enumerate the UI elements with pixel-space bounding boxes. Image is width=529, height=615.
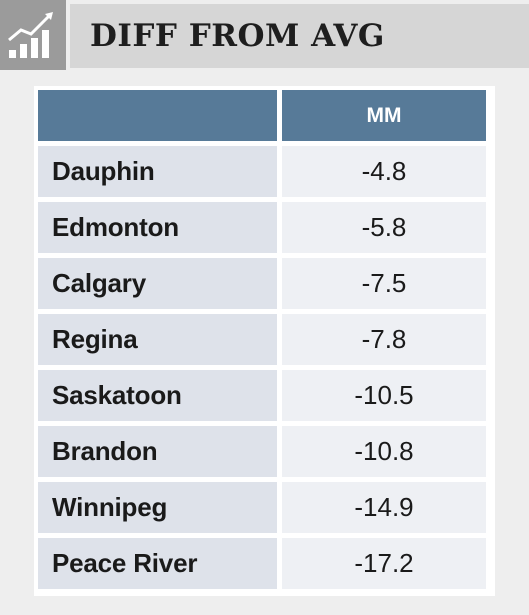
table-grid: MM Dauphin -4.8 Edmonton -5.8 Calgary -7.5 Reg… — [38, 90, 486, 589]
value-cell: -14.9 — [282, 482, 486, 533]
city-cell: Calgary — [38, 258, 277, 309]
icon-box — [0, 0, 66, 70]
bar-chart-trend-icon — [8, 12, 53, 58]
header: DIFF FROM AVG — [0, 0, 529, 70]
city-cell: Winnipeg — [38, 482, 277, 533]
value-cell: -7.8 — [282, 314, 486, 365]
value-cell: -7.5 — [282, 258, 486, 309]
data-table: MM Dauphin -4.8 Edmonton -5.8 Calgary -7.5 Reg… — [34, 86, 495, 596]
city-cell: Saskatoon — [38, 370, 277, 421]
value-cell: -17.2 — [282, 538, 486, 589]
city-cell: Edmonton — [38, 202, 277, 253]
title-bar: DIFF FROM AVG — [70, 4, 529, 68]
value-cell: -10.8 — [282, 426, 486, 477]
value-cell: -10.5 — [282, 370, 486, 421]
page-title: DIFF FROM AVG — [90, 18, 385, 54]
city-cell: Peace River — [38, 538, 277, 589]
value-cell: -5.8 — [282, 202, 486, 253]
city-cell: Dauphin — [38, 146, 277, 197]
city-cell: Brandon — [38, 426, 277, 477]
header-cell-mm: MM — [282, 90, 486, 141]
city-cell: Regina — [38, 314, 277, 365]
value-cell: -4.8 — [282, 146, 486, 197]
header-cell-blank — [38, 90, 277, 141]
